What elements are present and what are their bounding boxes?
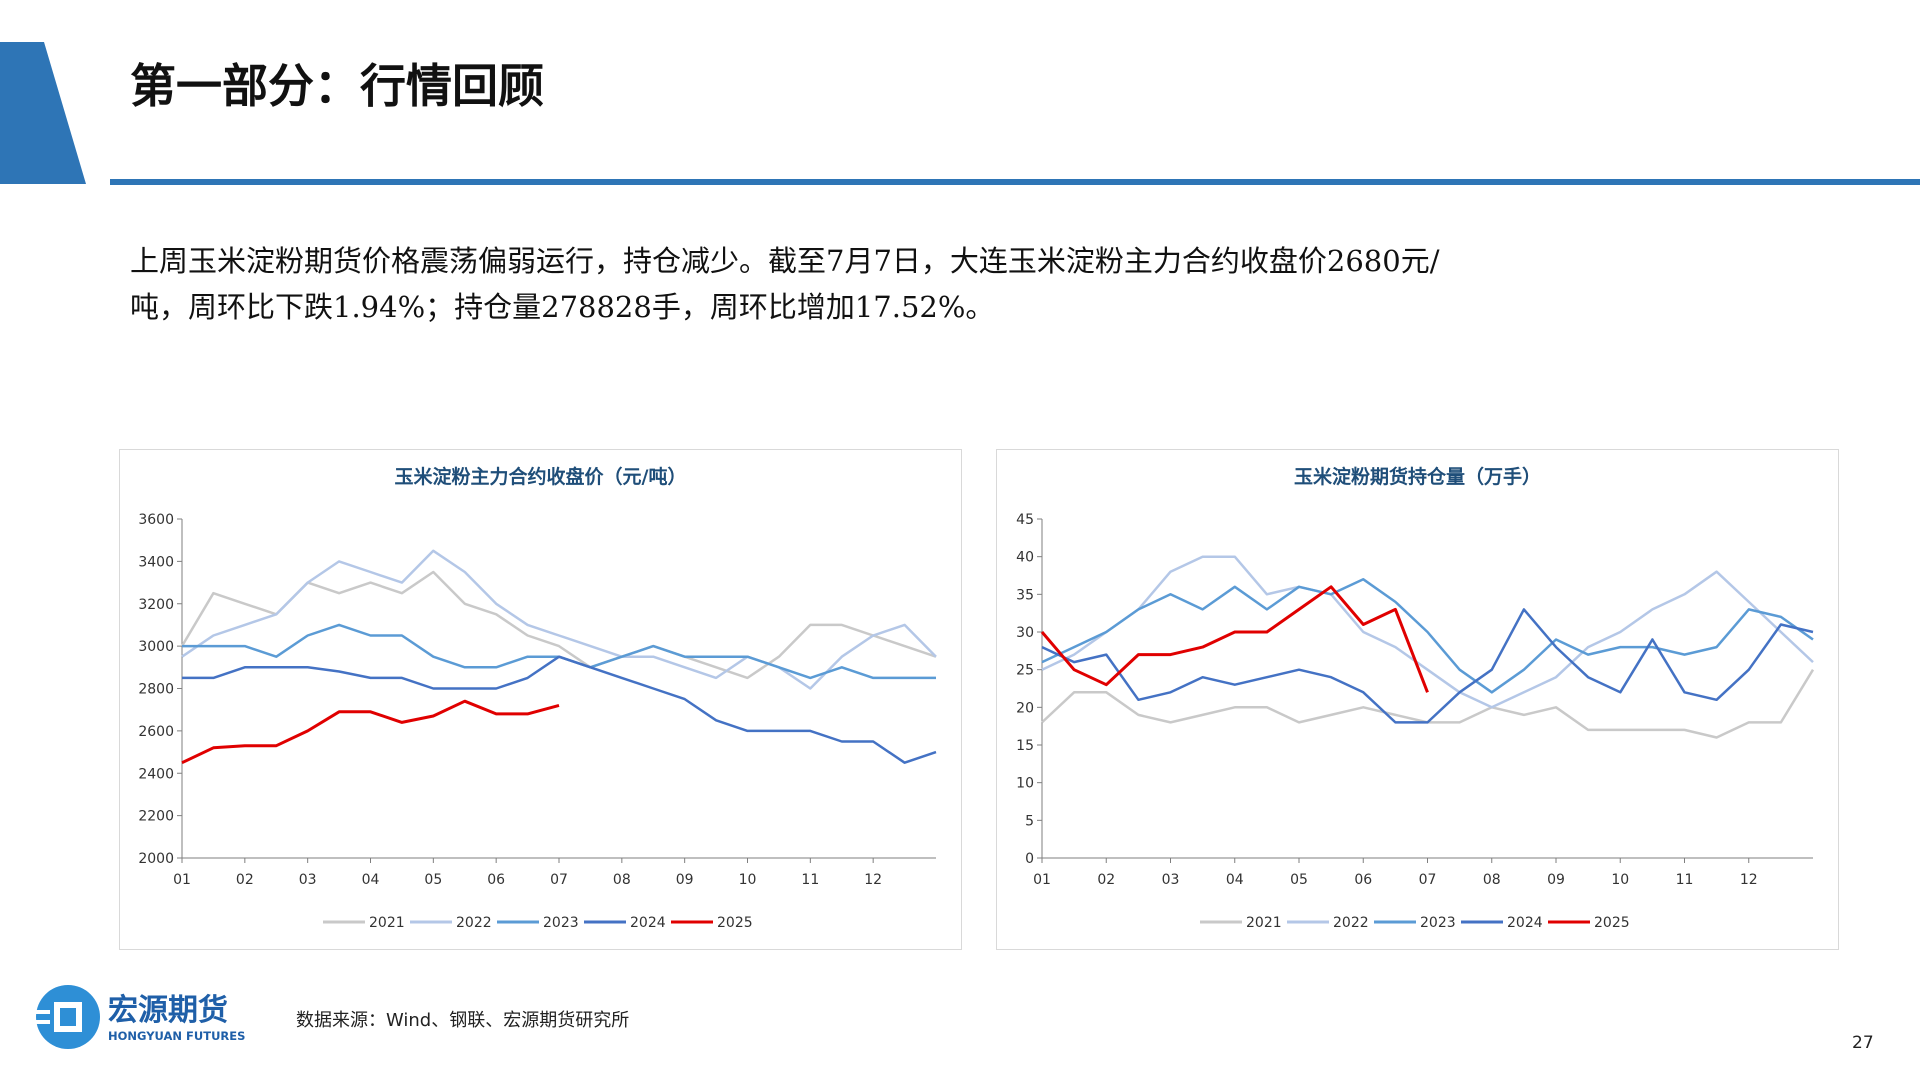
legend-label: 2024 xyxy=(1507,915,1543,931)
chart-box: 玉米淀粉主力合约收盘价（元/吨） 2000 2200 2400 2600 2800 3000… xyxy=(119,449,962,950)
header-decoration xyxy=(0,42,1920,185)
legend-label: 2023 xyxy=(1420,915,1456,931)
y-tick-label: 10 xyxy=(1016,776,1034,792)
x-tick-label: 01 xyxy=(173,872,191,888)
y-tick-label: 2800 xyxy=(138,682,174,698)
series-line xyxy=(1041,555,1814,709)
legend-label: 2025 xyxy=(1594,915,1630,931)
x-tick-label: 04 xyxy=(1226,872,1244,888)
x-tick-label: 06 xyxy=(487,872,505,888)
x-tick-label: 05 xyxy=(1290,872,1308,888)
x-tick-label: 02 xyxy=(1097,872,1115,888)
series-line xyxy=(180,570,937,680)
chart-title: 玉米淀粉主力合约收盘价（元/吨） xyxy=(395,465,687,488)
x-tick-label: 02 xyxy=(236,872,254,888)
legend-label: 2022 xyxy=(456,915,492,931)
logo-text: 宏源期货 xyxy=(108,993,228,1028)
series-line xyxy=(1040,585,1429,693)
series-line xyxy=(1041,608,1814,724)
y-tick-label: 25 xyxy=(1016,663,1034,679)
y-tick-label: 5 xyxy=(1025,813,1034,829)
series-line xyxy=(181,549,937,690)
page-number: 27 xyxy=(1852,1033,1874,1053)
y-tick-label: 15 xyxy=(1016,738,1034,754)
paragraph-line: 吨，周环比下跌1.94%；持仓量278828手，周环比增加17.52%。 xyxy=(130,290,995,324)
chart-title: 玉米淀粉期货持仓量（万手） xyxy=(1294,465,1541,488)
y-tick-label: 35 xyxy=(1016,587,1034,603)
y-tick-label: 20 xyxy=(1016,700,1034,716)
chart-box: 玉米淀粉期货持仓量（万手） 0 5 10 15 20 25 30 35 40 45 01 02 03 04 0… xyxy=(996,449,1839,950)
y-tick-label: 3200 xyxy=(138,597,174,613)
x-tick-label: 10 xyxy=(739,872,757,888)
header-rule xyxy=(110,179,1920,185)
x-tick-label: 07 xyxy=(1419,872,1437,888)
x-tick-label: 03 xyxy=(1162,872,1180,888)
y-tick-label: 3000 xyxy=(138,639,174,655)
logo-mark xyxy=(30,1020,50,1024)
series-line xyxy=(182,623,936,680)
x-tick-label: 01 xyxy=(1033,872,1051,888)
y-tick-label: 2600 xyxy=(138,724,174,740)
source-note: 数据来源：Wind、钢联、宏源期货研究所 xyxy=(296,1010,630,1031)
y-tick-label: 0 xyxy=(1025,851,1034,867)
chart: 玉米淀粉主力合约收盘价（元/吨） 2000 2200 2400 2600 2800 3000… xyxy=(138,465,937,931)
y-tick-label: 3600 xyxy=(138,512,174,528)
x-tick-label: 08 xyxy=(613,872,631,888)
y-tick-label: 45 xyxy=(1016,512,1034,528)
y-tick-label: 2200 xyxy=(138,809,174,825)
x-tick-label: 12 xyxy=(864,872,882,888)
legend-label: 2022 xyxy=(1333,915,1369,931)
series-line xyxy=(182,655,937,764)
y-tick-label: 30 xyxy=(1016,625,1034,641)
paragraph-line: 上周玉米淀粉期货价格震荡偏弱运行，持仓减少。截至7月7日，大连玉米淀粉主力合约收… xyxy=(130,244,1440,278)
legend-label: 2023 xyxy=(543,915,579,931)
logo: 宏源期货 HONGYUAN FUTURES xyxy=(30,985,245,1049)
series-line xyxy=(181,699,560,765)
slide-title: 第一部分：行情回顾 xyxy=(130,59,544,113)
y-tick-label: 40 xyxy=(1016,550,1034,566)
x-tick-label: 04 xyxy=(362,872,380,888)
x-tick-label: 10 xyxy=(1611,872,1629,888)
header-shape xyxy=(0,42,86,184)
x-tick-label: 11 xyxy=(801,872,819,888)
x-tick-label: 11 xyxy=(1676,872,1694,888)
y-tick-label: 2000 xyxy=(138,851,174,867)
x-tick-label: 05 xyxy=(424,872,442,888)
legend-label: 2025 xyxy=(717,915,753,931)
x-tick-label: 12 xyxy=(1740,872,1758,888)
x-tick-label: 07 xyxy=(550,872,568,888)
series-line xyxy=(1041,669,1815,739)
x-tick-label: 03 xyxy=(299,872,317,888)
y-tick-label: 2400 xyxy=(138,766,174,782)
legend-label: 2024 xyxy=(630,915,666,931)
legend-label: 2021 xyxy=(369,915,405,931)
logo-mark xyxy=(60,1008,76,1026)
logo-text: HONGYUAN FUTURES xyxy=(108,1029,245,1043)
x-tick-label: 09 xyxy=(676,872,694,888)
x-tick-label: 09 xyxy=(1547,872,1565,888)
logo-mark xyxy=(30,1010,50,1014)
x-tick-label: 08 xyxy=(1483,872,1501,888)
x-tick-label: 06 xyxy=(1354,872,1372,888)
series-line xyxy=(1041,578,1814,694)
legend-label: 2021 xyxy=(1246,915,1282,931)
y-tick-label: 3400 xyxy=(138,554,174,570)
